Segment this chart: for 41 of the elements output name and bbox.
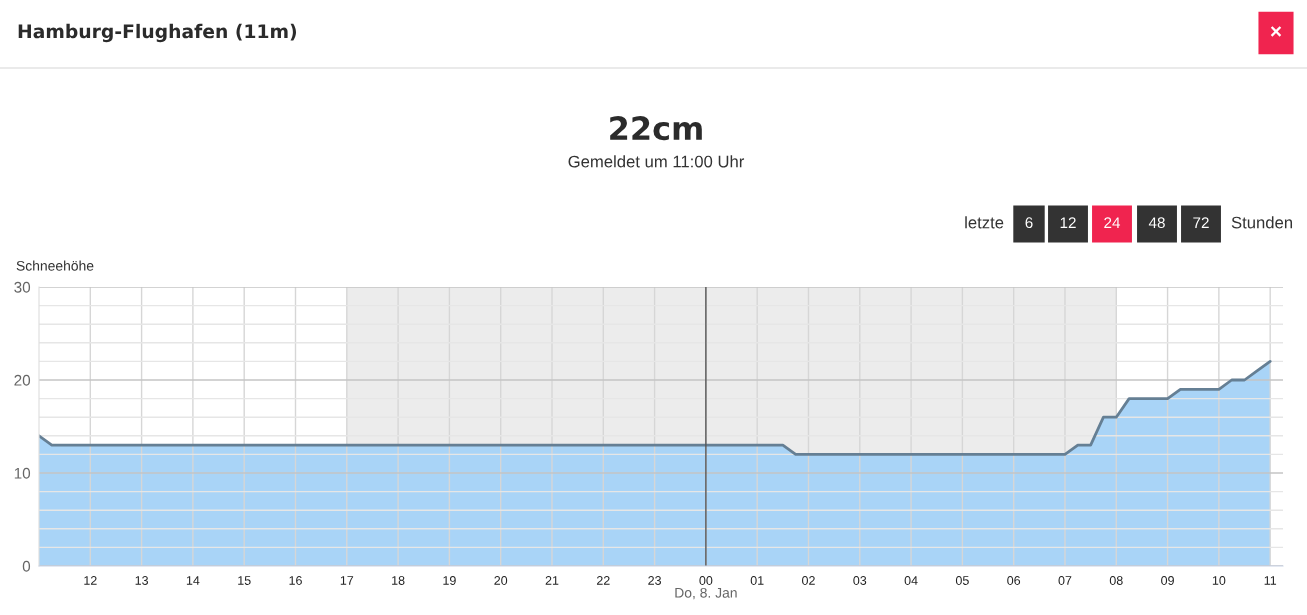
y-tick-label: 20 <box>14 374 31 386</box>
x-tick-label: 20 <box>494 576 508 585</box>
x-tick-label: 00 <box>699 576 713 585</box>
x-tick-label: 17 <box>340 576 354 585</box>
x-tick-label: 14 <box>186 576 200 585</box>
y-axis-title: Schneehöhe <box>16 260 94 271</box>
chart-subtitle: 22cm <box>610 116 702 141</box>
ref-line-label: Do, 8. Jan <box>675 587 737 600</box>
x-tick-label: 12 <box>84 576 97 585</box>
text: Stunden <box>1231 216 1293 229</box>
text: × <box>1270 26 1282 37</box>
text: Gemeldet um 11:00 Uhr <box>568 155 745 168</box>
text: 48 <box>1148 217 1165 229</box>
text: 24 <box>1104 217 1121 228</box>
y-tick-label: 0 <box>22 560 31 572</box>
x-tick-label: 21 <box>545 576 559 585</box>
x-tick-label: 11 <box>1264 576 1277 585</box>
x-tick-label: 18 <box>392 576 405 585</box>
x-tick-label: 16 <box>289 576 302 585</box>
text: letzte <box>965 216 1004 229</box>
x-tick-label: 10 <box>1212 576 1226 585</box>
x-tick-label: 06 <box>1007 576 1021 585</box>
x-tick-label: 22 <box>596 576 610 585</box>
x-tick-label: 05 <box>955 576 969 585</box>
x-tick-label: 15 <box>238 576 251 585</box>
y-tick-label: 10 <box>14 467 31 479</box>
x-tick-label: 04 <box>904 576 918 585</box>
x-tick-label: 03 <box>853 576 867 585</box>
text: 72 <box>1193 217 1209 228</box>
text: 6 <box>1025 217 1033 229</box>
x-tick-label: 13 <box>135 576 148 585</box>
x-tick-label: 19 <box>443 576 456 585</box>
y-tick-label: 30 <box>14 281 31 293</box>
text: 12 <box>1060 217 1076 228</box>
x-tick-label: 23 <box>648 576 661 585</box>
x-tick-label: 07 <box>1058 576 1072 585</box>
x-tick-label: 09 <box>1161 576 1174 585</box>
chart-title: Hamburg-Flughafen (11m) <box>18 23 297 43</box>
x-tick-label: 02 <box>802 576 815 585</box>
x-tick-label: 08 <box>1109 576 1123 585</box>
x-tick-label: 01 <box>750 576 764 585</box>
